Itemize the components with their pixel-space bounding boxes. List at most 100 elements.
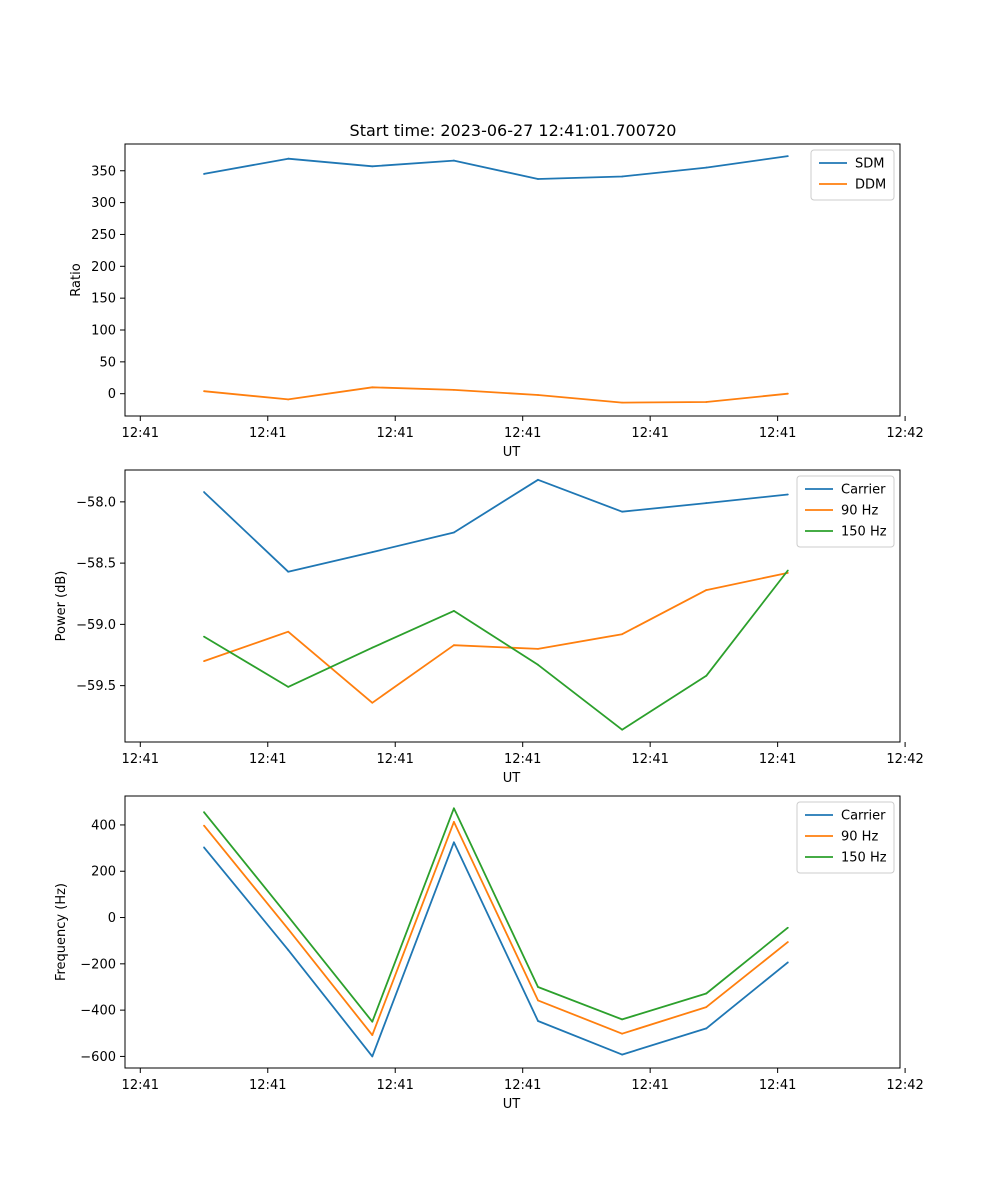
y-tick-label: −59.5 <box>76 679 116 694</box>
data-point <box>452 841 455 844</box>
data-point <box>371 1055 374 1058</box>
data-point <box>203 491 205 493</box>
legend-label: DDM <box>855 178 886 193</box>
data-point <box>203 811 205 814</box>
data-point <box>287 630 290 633</box>
legend-label: Carrier <box>841 809 886 824</box>
subplot-2: 12:41 12:41 12:41 12:41 12:41 12:41 12:42 −59.5… <box>54 469 924 786</box>
y-tick-label: −58.5 <box>76 557 116 572</box>
series-line-ddm <box>203 386 788 404</box>
x-tick-label: 12:41 <box>759 426 796 441</box>
x-tick-label: 12:41 <box>122 752 159 767</box>
data-point <box>371 165 374 168</box>
data-point <box>287 570 290 573</box>
figure-title: Start time: 2023-06-27 12:41:01.700720 <box>350 121 677 140</box>
data-point <box>705 589 708 591</box>
series-line-carrier <box>203 841 789 1058</box>
data-point <box>705 166 708 169</box>
x-tick-label: 12:42 <box>886 752 923 767</box>
x-tick-label: 12:41 <box>631 1078 668 1093</box>
data-point <box>287 157 290 160</box>
data-point <box>452 159 455 162</box>
data-point <box>452 610 455 612</box>
y-tick-label: 400 <box>91 818 116 833</box>
data-point <box>452 807 455 810</box>
data-point <box>452 644 455 647</box>
legend: SDM DDM <box>810 149 895 201</box>
data-point <box>786 926 789 929</box>
data-point <box>537 999 539 1002</box>
data-point <box>705 401 708 403</box>
data-point <box>203 390 205 393</box>
y-tick-label: 250 <box>91 228 116 243</box>
data-point <box>203 635 205 638</box>
legend: Carrier 90 Hz 150 Hz <box>796 801 895 874</box>
data-point <box>371 1034 374 1037</box>
series-line-150-hz <box>203 807 789 1023</box>
y-tick-label: 0 <box>108 387 116 402</box>
y-tick-label: −400 <box>80 1004 116 1019</box>
data-point <box>537 394 539 396</box>
data-point <box>705 992 708 995</box>
legend-label: 150 Hz <box>841 525 887 540</box>
series-line-150-hz <box>203 569 789 731</box>
data-point <box>705 1027 708 1030</box>
data-point <box>786 961 789 964</box>
data-point <box>786 392 789 395</box>
axes-frame <box>124 795 901 1069</box>
x-tick-label: 12:42 <box>886 1078 923 1093</box>
data-point <box>705 502 708 504</box>
x-tick-label: 12:41 <box>122 426 159 441</box>
x-tick-label: 12:41 <box>759 1078 796 1093</box>
x-tick-label: 12:41 <box>249 426 286 441</box>
subplot-1: 12:41 12:41 12:41 12:41 12:41 12:41 12:42 0 50 10… <box>69 143 924 460</box>
x-tick-label: 12:41 <box>759 752 796 767</box>
legend-label: 90 Hz <box>841 830 878 845</box>
data-point <box>371 646 374 649</box>
y-tick-label: −59.0 <box>76 618 116 633</box>
legend-label: 150 Hz <box>841 851 887 866</box>
x-tick-label: 12:41 <box>631 752 668 767</box>
data-point <box>786 155 789 158</box>
data-point <box>287 928 290 931</box>
series-line-90-hz <box>203 572 788 704</box>
y-tick-label: −200 <box>80 957 116 972</box>
data-point <box>621 633 624 636</box>
data-point <box>452 531 455 534</box>
y-tick-label: −600 <box>80 1050 116 1065</box>
data-point <box>287 685 290 688</box>
series-line-sdm <box>203 155 788 180</box>
x-tick-label: 12:41 <box>376 752 413 767</box>
y-tick-label: 350 <box>91 164 116 179</box>
y-tick-label: 200 <box>91 865 116 880</box>
x-tick-label: 12:42 <box>886 426 923 441</box>
data-point <box>452 821 455 823</box>
legend: Carrier 90 Hz 150 Hz <box>796 475 895 548</box>
data-point <box>786 493 789 496</box>
data-point <box>203 660 205 663</box>
data-point <box>621 510 624 513</box>
data-point <box>786 569 789 572</box>
y-tick-label: 300 <box>91 196 116 211</box>
y-axis-label: Power (dB) <box>54 571 69 642</box>
data-point <box>621 1018 624 1021</box>
data-point <box>705 674 708 677</box>
data-point <box>537 647 539 650</box>
data-point <box>203 173 205 175</box>
data-point <box>371 386 374 389</box>
x-axis-label: UT <box>503 1097 521 1112</box>
y-tick-label: −58.0 <box>76 495 116 510</box>
data-point <box>537 986 539 988</box>
data-point <box>705 1006 708 1009</box>
data-point <box>621 401 624 404</box>
data-point <box>621 1053 624 1056</box>
y-axis-label: Ratio <box>69 263 84 296</box>
x-tick-label: 12:41 <box>122 1078 159 1093</box>
data-point <box>621 1032 624 1035</box>
data-point <box>371 1020 374 1023</box>
x-tick-label: 12:41 <box>631 426 668 441</box>
data-point <box>371 551 374 553</box>
y-tick-label: 50 <box>99 355 116 370</box>
x-tick-label: 12:41 <box>504 752 541 767</box>
